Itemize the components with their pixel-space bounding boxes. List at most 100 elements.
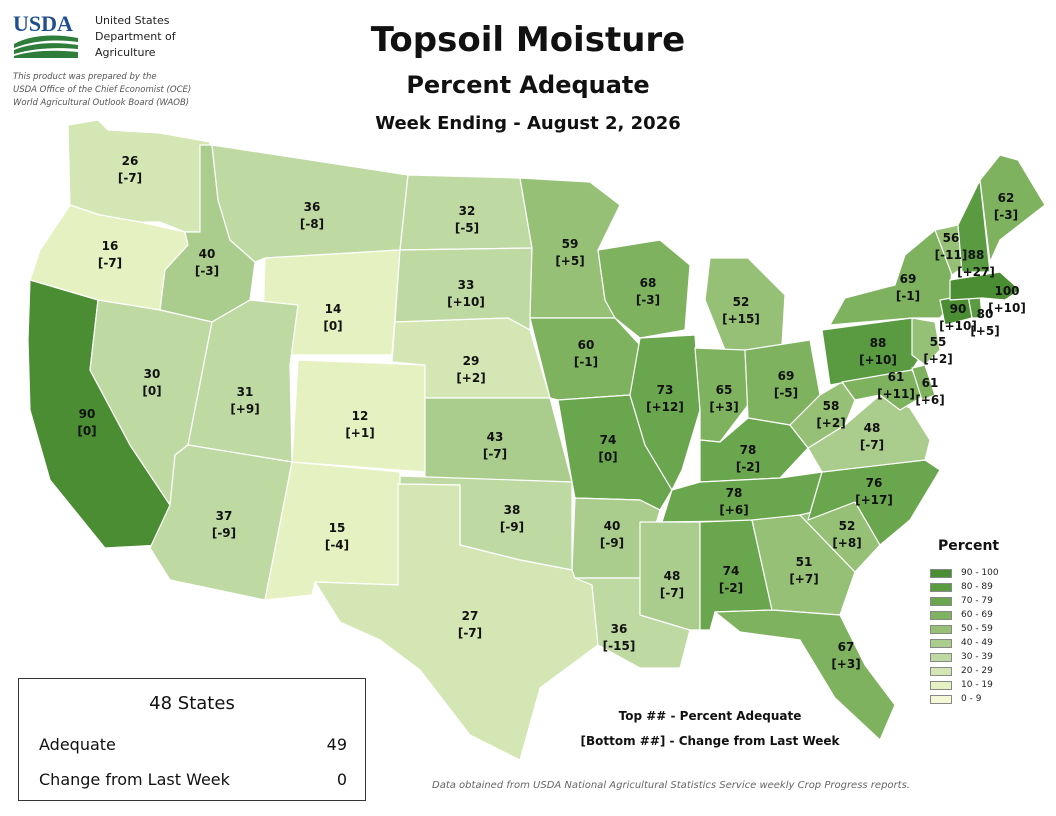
state-ar-change: [-9] [600,536,624,550]
state-il-percent: 73 [657,383,674,397]
state-ma [949,271,1021,301]
state-va [807,394,931,473]
legend-label: 20 - 29 [961,666,993,676]
state-md-percent: 61 [888,370,905,384]
summary-change-row: Change from Last Week 0 [39,770,347,789]
legend-label: 10 - 19 [961,680,993,690]
state-nc-change: [+17] [855,493,893,507]
state-wy-percent: 14 [325,302,342,316]
summary-box: 48 States Adequate 49 Change from Last W… [18,678,366,801]
state-oh-change: [-5] [774,386,798,400]
state-co-percent: 12 [352,409,369,423]
state-fl-percent: 67 [838,640,855,654]
state-oh-percent: 69 [778,369,795,383]
note-bottom-change: [Bottom ##] - Change from Last Week [580,734,840,748]
legend-label: 30 - 39 [961,652,993,662]
legend-swatch [930,624,952,634]
legend-item: 90 - 100 [930,566,999,580]
legend-label: 90 - 100 [961,568,999,578]
summary-change-label: Change from Last Week [39,770,230,789]
state-wi [597,239,691,339]
agency-line: Department of [95,30,176,43]
state-sc-percent: 52 [839,519,856,533]
legend-swatch [930,568,952,578]
state-fl-change: [+3] [831,657,860,671]
agency-line: United States [95,14,170,27]
state-me-percent: 62 [998,191,1015,205]
summary-adequate-value: 49 [326,735,347,754]
state-ar-percent: 40 [604,519,621,533]
state-fl [714,609,896,741]
state-sd-change: [+10] [447,295,485,309]
state-mn-change: [+5] [555,254,584,268]
legend-item: 60 - 69 [930,608,999,622]
data-source: Data obtained from USDA National Agricul… [432,780,910,791]
state-nh-change: [+27] [957,265,995,279]
state-mt-percent: 36 [304,200,321,214]
state-de-percent: 61 [922,376,939,390]
state-va-percent: 48 [864,421,881,435]
state-nh-percent: 88 [968,248,985,262]
state-az-percent: 37 [216,509,233,523]
state-ks-percent: 43 [487,430,504,444]
legend-item: 20 - 29 [930,664,999,678]
state-ia-change: [-1] [574,355,598,369]
state-wa-change: [-7] [118,171,142,185]
legend-swatch [930,638,952,648]
usda-logo-text: USDA [13,12,73,36]
state-pa-percent: 88 [870,336,887,350]
summary-adequate-label: Adequate [39,735,116,754]
state-az-change: [-9] [212,526,236,540]
state-md-change: [+11] [877,387,915,401]
state-nj [911,317,941,366]
state-ri-change: [+5] [970,324,999,338]
state-wa-percent: 26 [122,154,139,168]
state-ut-percent: 31 [237,385,254,399]
legend: 90 - 100 80 - 89 70 - 79 60 - 69 50 - 59 40 -… [930,566,999,706]
state-de [911,364,936,401]
state-tn-percent: 78 [726,486,743,500]
state-tn-change: [+6] [719,503,748,517]
state-il-change: [+12] [646,400,684,414]
state-or-percent: 16 [102,239,119,253]
state-ga-percent: 51 [796,555,813,569]
state-al-percent: 74 [723,564,740,578]
state-pa-change: [+10] [859,353,897,367]
state-ma-change: [+10] [988,301,1026,315]
agency-name: United States Department of Agriculture [95,13,176,61]
state-or-change: [-7] [98,256,122,270]
summary-change-value: 0 [336,770,347,789]
state-me-change: [-3] [994,208,1018,222]
summary-adequate-row: Adequate 49 [39,735,347,754]
legend-swatch [930,694,952,704]
state-id-percent: 40 [199,247,216,261]
legend-label: 80 - 89 [961,582,993,592]
legend-label: 40 - 49 [961,638,993,648]
state-ga [751,514,856,616]
state-in-change: [+3] [709,400,738,414]
state-ma-percent: 100 [994,284,1019,298]
map-title: Topsoil Moisture [370,20,686,60]
state-mi-percent: 52 [733,295,750,309]
state-sd-percent: 33 [458,278,475,292]
state-ca-percent: 90 [79,407,96,421]
state-ms-percent: 48 [664,569,681,583]
state-nv-change: [0] [142,384,161,398]
state-nv-percent: 30 [144,367,161,381]
state-co-change: [+1] [345,426,374,440]
state-nj-percent: 55 [930,335,947,349]
legend-item: 0 - 9 [930,692,999,706]
state-tx [314,483,599,761]
state-wy-change: [0] [323,319,342,333]
legend-label: 70 - 79 [961,596,993,606]
state-tx-change: [-7] [458,626,482,640]
state-nj-change: [+2] [923,352,952,366]
legend-item: 30 - 39 [930,650,999,664]
legend-label: 50 - 59 [961,624,993,634]
legend-label: 0 - 9 [961,694,982,704]
legend-item: 10 - 19 [930,678,999,692]
legend-label: 60 - 69 [961,610,993,620]
state-ri-percent: 80 [977,307,994,321]
prepared-line: This product was prepared by the [13,72,157,82]
